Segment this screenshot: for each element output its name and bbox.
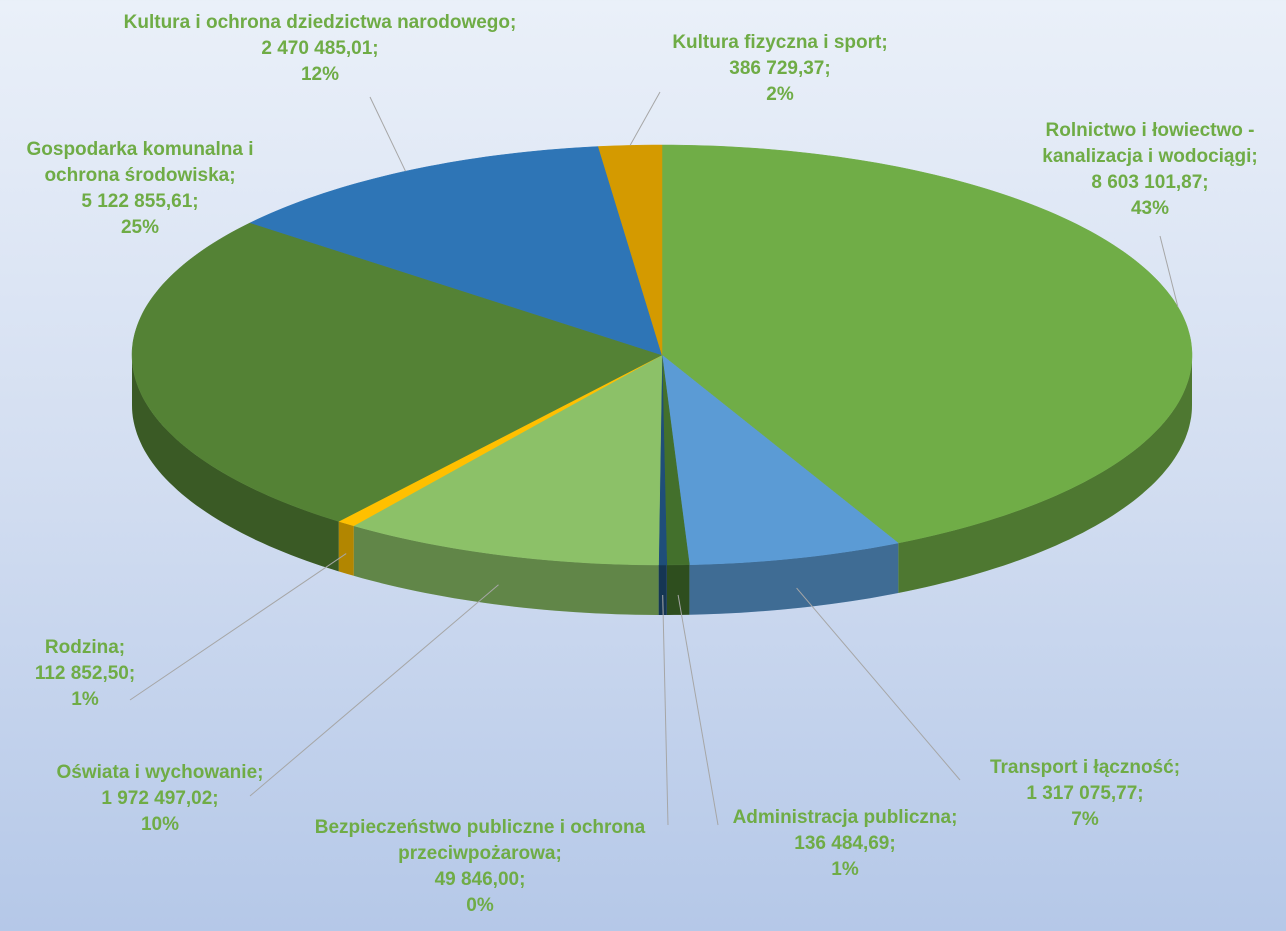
slice-side <box>658 565 667 615</box>
leader-line <box>662 594 669 826</box>
leader-line <box>677 594 719 826</box>
slice-side-shade <box>338 521 354 576</box>
data-label: Oświata i wychowanie; 1 972 497,02; 10% <box>10 760 310 838</box>
label-line: Administracja publiczna; <box>732 807 958 828</box>
label-line: 136 484,69; <box>794 833 896 854</box>
slice-side <box>353 525 659 615</box>
label-line: 1 317 075,77; <box>1026 783 1144 804</box>
label-line: 12% <box>300 64 340 85</box>
label-line: 1% <box>71 689 99 710</box>
label-line: 8 603 101,87; <box>1091 172 1209 193</box>
data-label: Transport i łączność; 1 317 075,77; 7% <box>955 755 1215 833</box>
slice-side-shade <box>666 564 690 615</box>
label-line: 5 122 855,61; <box>81 191 199 212</box>
label-line: Bezpieczeństwo publiczne i ochrona przec… <box>314 817 646 864</box>
label-line: Gospodarka komunalna i ochrona środowisk… <box>26 139 254 186</box>
label-line: 0% <box>466 895 494 916</box>
label-line: 10% <box>140 814 180 835</box>
leader-lines <box>129 91 1179 826</box>
label-line: 49 846,00; <box>434 869 526 890</box>
label-line: Transport i łączność; <box>989 757 1181 778</box>
slice-side-shade <box>689 543 899 615</box>
slice <box>661 354 899 565</box>
leader-line <box>129 553 347 701</box>
slice-side <box>898 355 1192 593</box>
leader-line <box>796 587 961 781</box>
pie-tops <box>131 144 1193 566</box>
slice-side-shade <box>658 565 667 615</box>
slice-side <box>338 521 354 576</box>
data-label: Gospodarka komunalna i ochrona środowisk… <box>0 137 285 241</box>
data-label: Rolnictwo i łowiectwo - kanalizacja i wo… <box>1005 118 1286 222</box>
label-line: 2 470 485,01; <box>261 38 379 59</box>
slice-side-shade <box>132 355 339 572</box>
label-line: Kultura fizyczna i sport; <box>672 32 888 53</box>
label-line: 112 852,50; <box>34 663 136 684</box>
leader-line <box>1159 235 1179 308</box>
slice-side-shade <box>353 525 659 615</box>
label-line: 386 729,37; <box>729 58 831 79</box>
label-line: Rodzina; <box>44 637 126 658</box>
slice-side <box>132 355 339 572</box>
label-line: 2% <box>766 84 794 105</box>
slice-side <box>666 564 690 615</box>
slice <box>353 354 663 566</box>
leader-line <box>629 91 661 146</box>
data-label: Kultura i ochrona dziedzictwa narodowego… <box>80 10 560 88</box>
slice-side <box>689 543 899 615</box>
slice <box>131 222 663 522</box>
leader-line <box>249 584 499 797</box>
label-line: 1% <box>831 859 859 880</box>
label-line: 1 972 497,02; <box>101 788 219 809</box>
data-label: Bezpieczeństwo publiczne i ochrona przec… <box>280 815 680 919</box>
slice-side-shade <box>898 355 1192 593</box>
label-line: 7% <box>1071 809 1099 830</box>
label-line: Oświata i wychowanie; <box>56 762 264 783</box>
label-line: Rolnictwo i łowiectwo - kanalizacja i wo… <box>1042 120 1258 167</box>
label-line: 25% <box>120 217 160 238</box>
label-line: 43% <box>1130 198 1170 219</box>
label-line: Kultura i ochrona dziedzictwa narodowego… <box>123 12 517 33</box>
data-label: Administracja publiczna; 136 484,69; 1% <box>710 805 980 883</box>
data-label: Kultura fizyczna i sport; 386 729,37; 2% <box>650 30 910 108</box>
pie-sides <box>132 355 1192 615</box>
data-label: Rodzina; 112 852,50; 1% <box>5 635 165 713</box>
leader-line <box>369 96 406 172</box>
